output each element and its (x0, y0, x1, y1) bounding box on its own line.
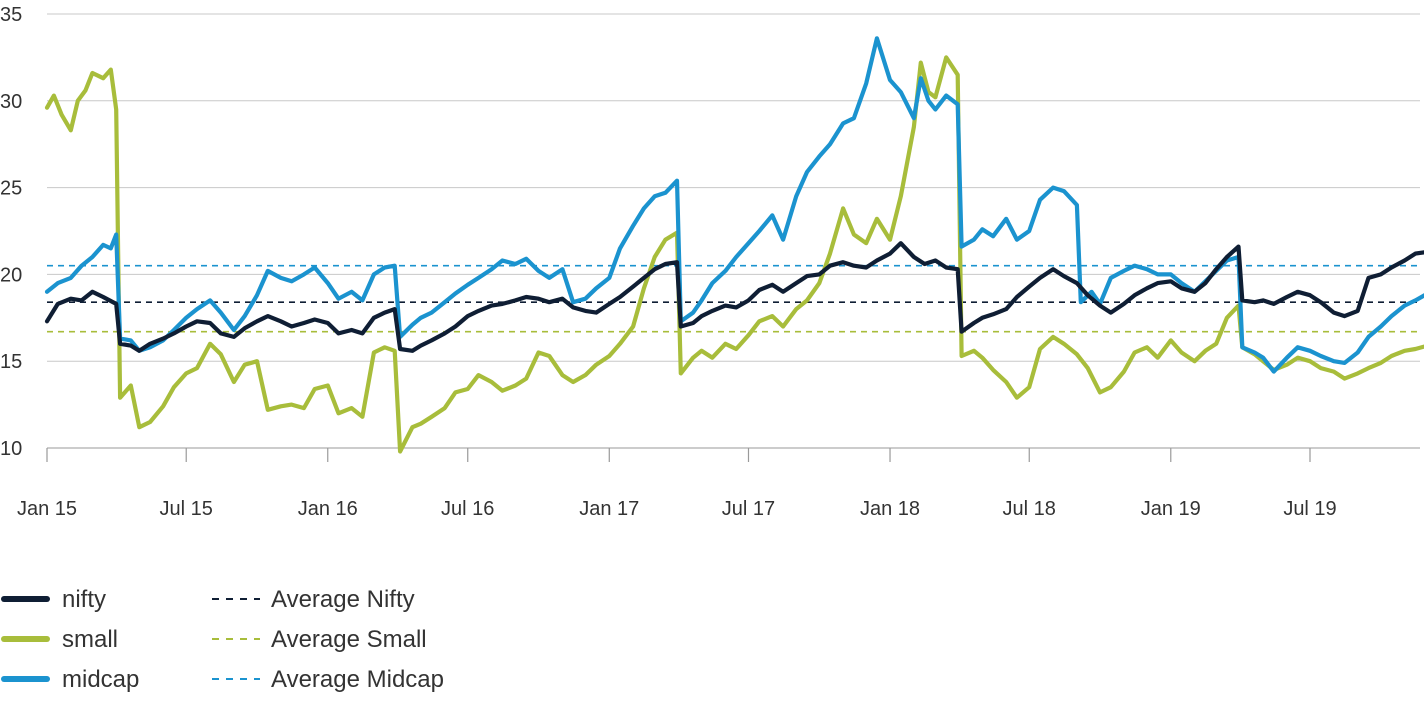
x-tick-label: Jan 19 (1141, 498, 1201, 520)
x-tick-label: Jan 15 (17, 498, 77, 520)
series-line-small (44, 55, 1424, 454)
x-tick-label: Jul 17 (722, 498, 775, 520)
x-tick-label: Jul 16 (441, 498, 494, 520)
series-line-nifty (44, 241, 1424, 353)
y-tick-label: 20 (0, 264, 22, 286)
y-tick-label: 30 (0, 91, 22, 113)
y-tick-label: 15 (0, 351, 22, 373)
x-tick-label: Jul 15 (160, 498, 213, 520)
x-tick-label: Jan 17 (579, 498, 639, 520)
x-tick-label: Jul 19 (1283, 498, 1336, 520)
legend-label-midcap: midcap (62, 666, 139, 693)
y-tick-label: 25 (0, 178, 22, 200)
legend-label-nifty: nifty (62, 586, 106, 613)
legend-label-small: small (62, 626, 118, 653)
legend: nifty small midcap Average Nifty Average Sma… (1, 586, 444, 693)
x-tick-label: Jan 16 (298, 498, 358, 520)
x-tick-label: Jul 18 (1003, 498, 1056, 520)
axes: 10 15 20 25 30 35 Jan 15 Jul 15 Jan 16 Jul 16 Jan … (0, 4, 1337, 520)
average-lines (47, 264, 1420, 333)
x-tick-label: Jan 18 (860, 498, 920, 520)
series-lines (44, 36, 1424, 454)
y-tick-label: 10 (0, 438, 22, 460)
legend-label-average-small: Average Small (271, 626, 427, 653)
y-tick-label: 35 (0, 4, 22, 26)
legend-label-average-nifty: Average Nifty (271, 586, 415, 613)
gridlines (47, 13, 1420, 449)
legend-label-average-midcap: Average Midcap (271, 666, 444, 693)
